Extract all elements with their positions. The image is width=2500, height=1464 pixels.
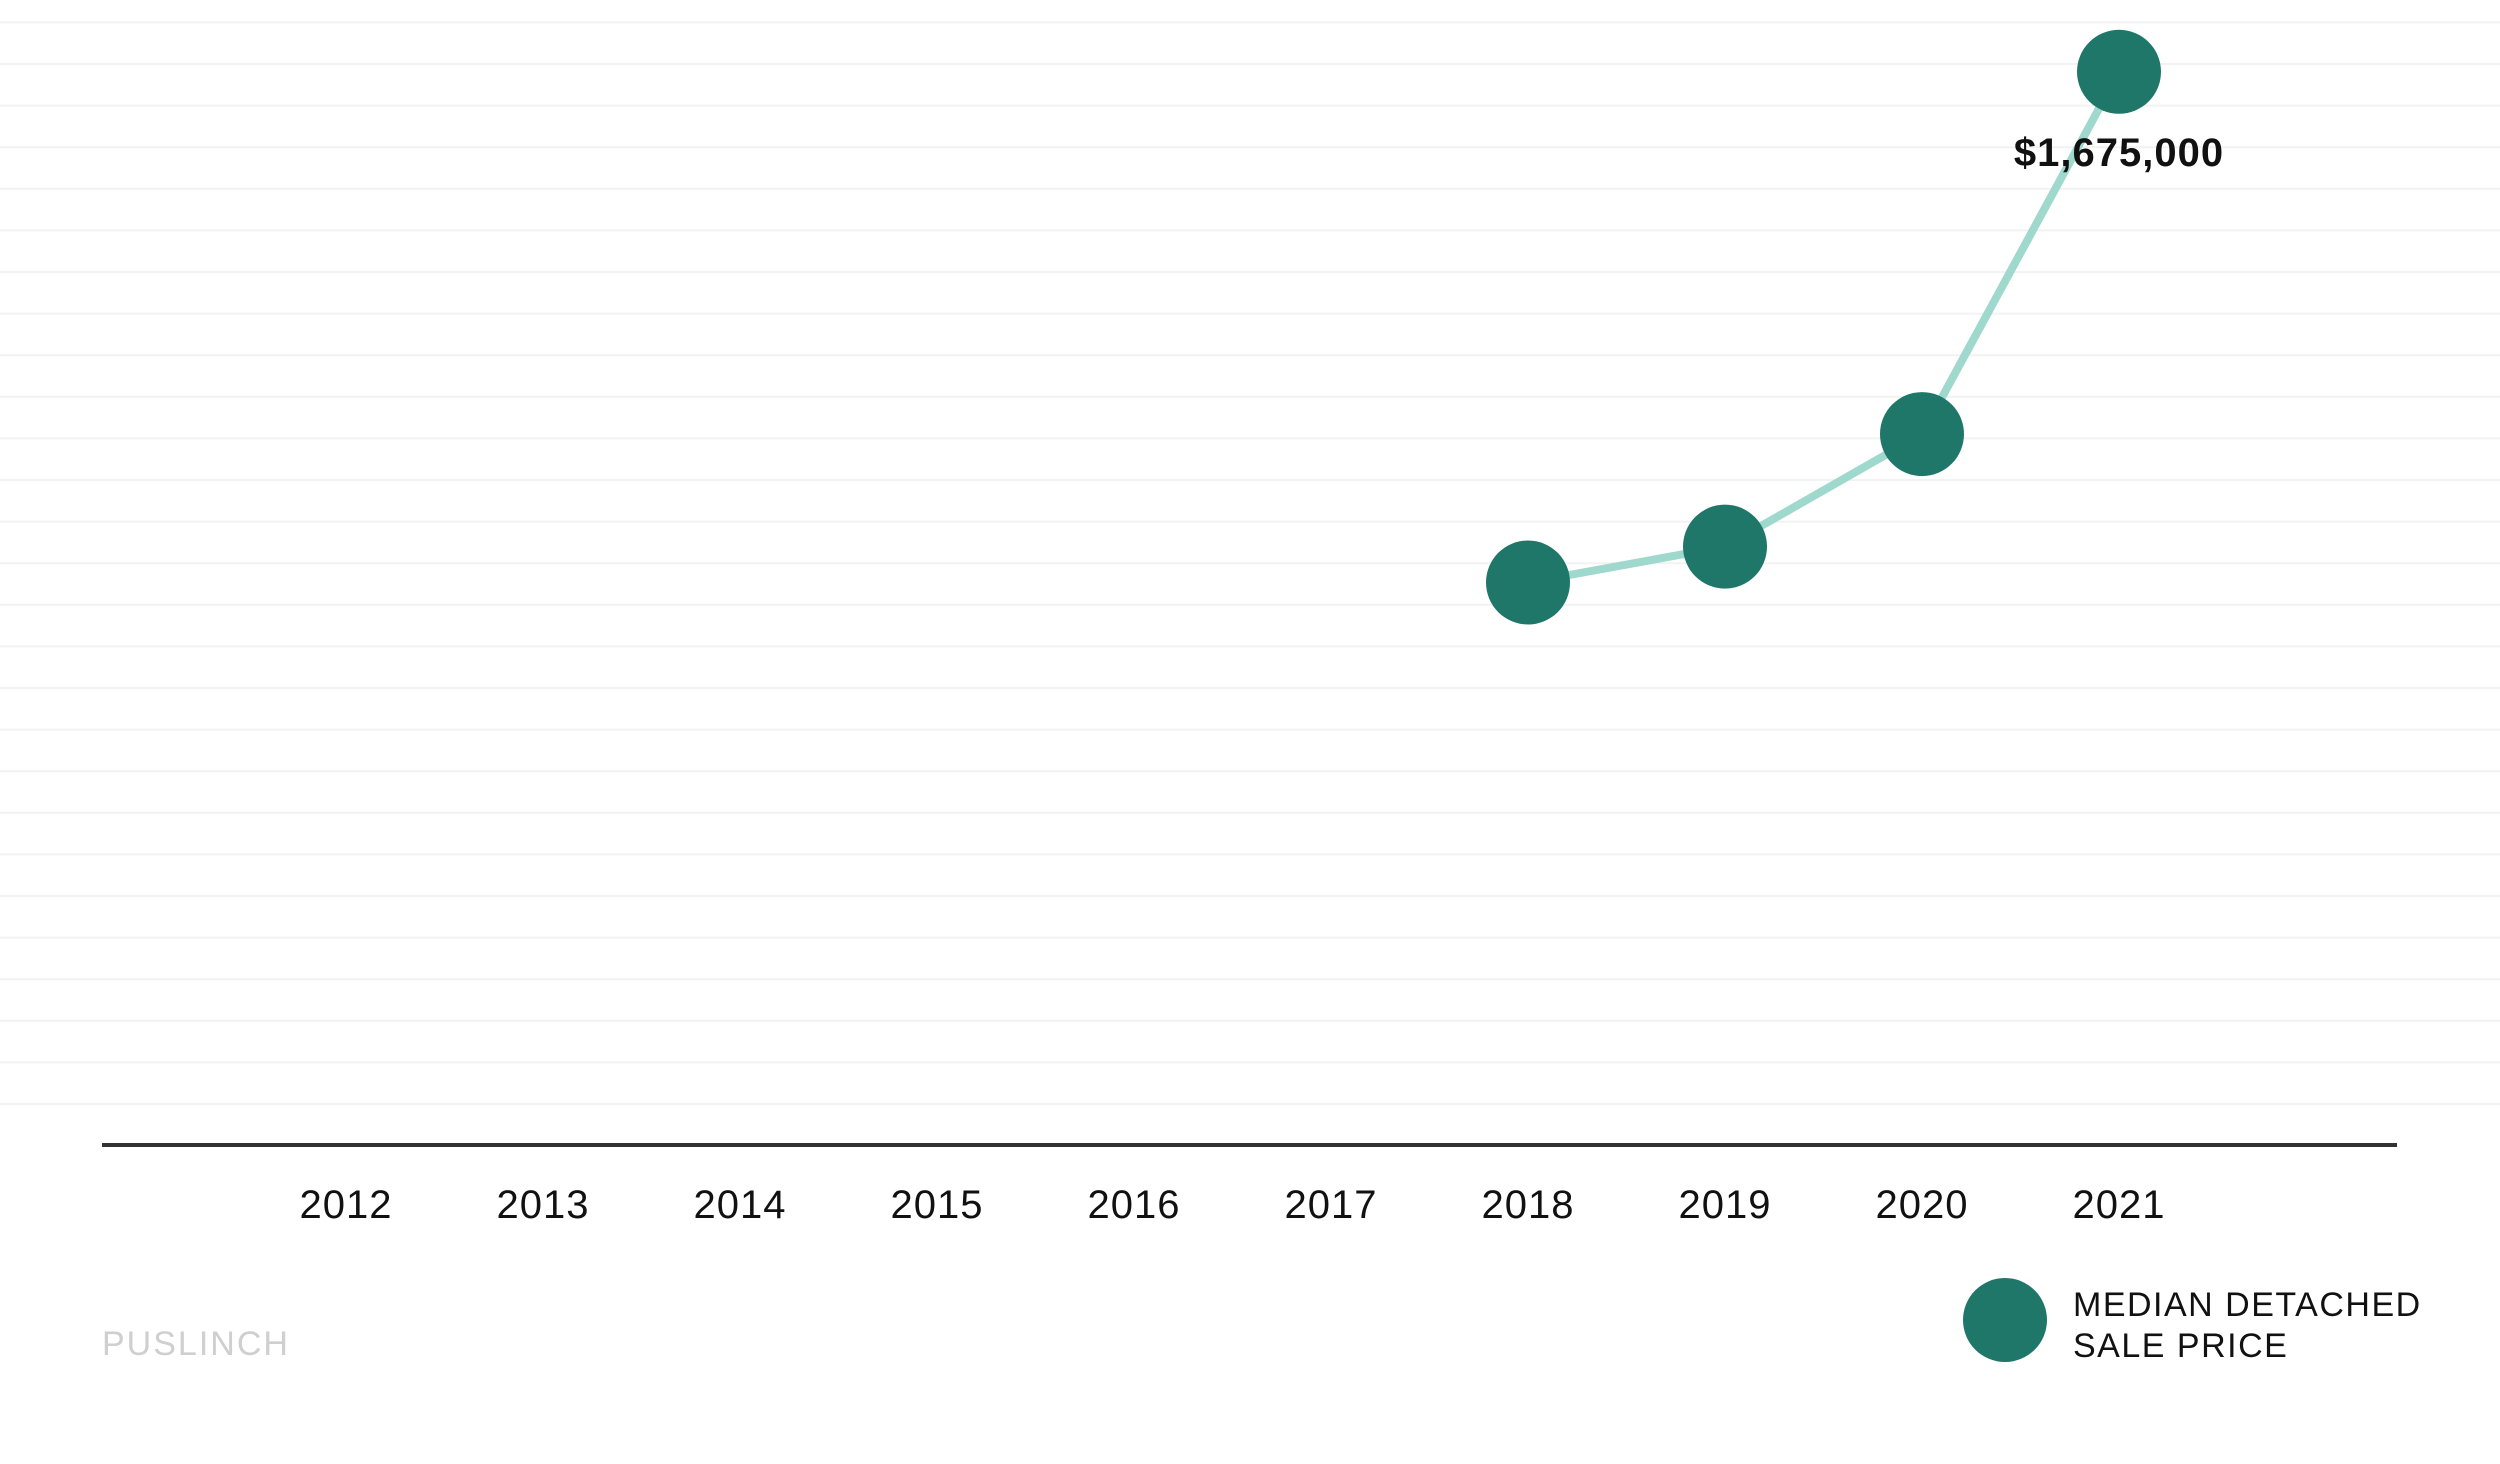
- series-lines: [1524, 67, 2123, 587]
- legend-marker-icon: [1963, 1278, 2047, 1362]
- data-label-2021: $1,675,000: [2014, 131, 2224, 175]
- x-tick-label-2016: 2016: [1088, 1183, 1181, 1227]
- legend-label-line-1: MEDIAN DETACHED: [2073, 1286, 2422, 1324]
- x-tick-label-2014: 2014: [694, 1183, 787, 1227]
- data-point-2021: [2077, 29, 2161, 114]
- series-line-0: [1524, 67, 2123, 587]
- data-point-2020: [1880, 392, 1964, 477]
- x-tick-label-2012: 2012: [300, 1183, 393, 1227]
- x-tick-label-2020: 2020: [1876, 1183, 1969, 1227]
- x-tick-label-2017: 2017: [1285, 1183, 1378, 1227]
- x-tick-label-2018: 2018: [1482, 1183, 1575, 1227]
- x-tick-label-2021: 2021: [2073, 1183, 2166, 1227]
- series-points: [1486, 29, 2161, 625]
- footer-region-label: PUSLINCH: [102, 1325, 290, 1363]
- legend-label-line-2: SALE PRICE: [2073, 1327, 2288, 1365]
- x-tick-label-2019: 2019: [1679, 1183, 1772, 1227]
- gridlines: [0, 21, 2500, 1105]
- data-labels: $1,675,000: [2014, 131, 2224, 175]
- data-point-2019: [1683, 504, 1767, 589]
- data-point-2018: [1486, 540, 1570, 625]
- x-axis-tick-labels: 2012 2013 2014 2015 2016 2017 2018 2019 2020 2021: [300, 1183, 2166, 1227]
- x-tick-label-2015: 2015: [891, 1183, 984, 1227]
- x-tick-label-2013: 2013: [497, 1183, 590, 1227]
- legend: MEDIAN DETACHED SALE PRICE: [1963, 1278, 2422, 1365]
